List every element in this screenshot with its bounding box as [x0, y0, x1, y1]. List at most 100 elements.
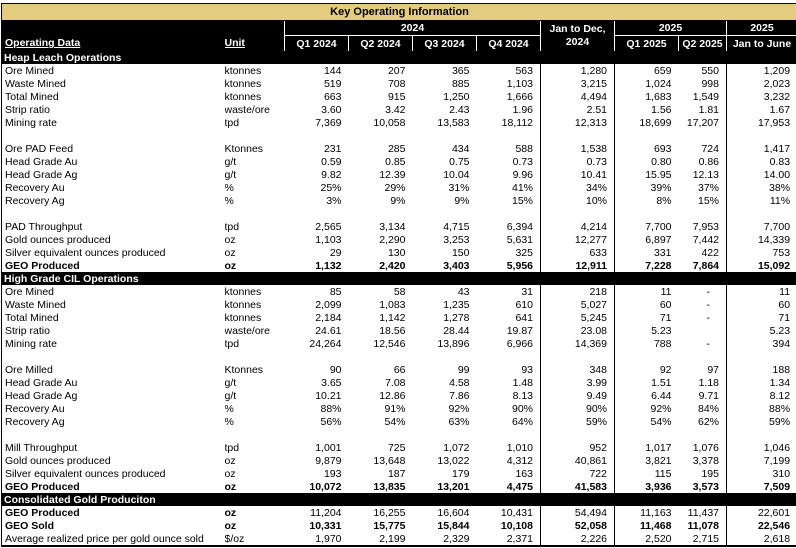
- row-unit: oz: [224, 519, 237, 532]
- value-cell: 9%: [454, 194, 470, 207]
- value-cell: 1,142: [379, 311, 406, 324]
- value-cell: 12,911: [540, 259, 615, 272]
- value-cell: 188: [725, 363, 796, 376]
- value-cell: 952: [540, 441, 615, 454]
- value-cell: 1,103: [315, 233, 342, 246]
- table-row: Recovery Ag% 3% 9% 9% 15% 10% 8% 15% 11%: [2, 194, 796, 207]
- row-unit: tpd: [224, 220, 240, 233]
- row-unit: oz: [224, 246, 236, 259]
- table-row: Silver equivalent ounces produced oz 29 130…: [2, 246, 796, 259]
- section-title: Consolidated Gold Produciton: [1, 493, 796, 506]
- value-cell: 56%: [320, 415, 342, 428]
- value-cell: 84%: [697, 402, 719, 415]
- value-cell: 12.13: [692, 168, 719, 181]
- header-q2-2024: Q2 2024: [348, 35, 413, 51]
- value-cell: 550: [701, 64, 719, 77]
- value-cell: 38%: [725, 181, 796, 194]
- section-title: Heap Leach Operations: [1, 51, 796, 64]
- value-cell: 12.86: [379, 389, 406, 402]
- value-cell: 9.82: [321, 168, 342, 181]
- row-unit: Ktonnes: [224, 142, 264, 155]
- row-unit: waste/ore: [224, 324, 271, 337]
- value-cell: 708: [387, 77, 406, 90]
- value-cell: 23.08: [540, 324, 615, 337]
- value-cell: 12,277: [540, 233, 615, 246]
- value-cell: 15%: [697, 194, 719, 207]
- value-cell: 5,027: [540, 298, 615, 311]
- value-cell: 3,134: [379, 220, 406, 233]
- value-cell: 15.95: [614, 168, 679, 181]
- row-label: Waste Mined: [5, 298, 66, 311]
- table-row: Head Grade Au g/t 0.59 0.85 0.75 0.73 0.73 0.80…: [2, 155, 796, 168]
- value-cell: 15,775: [373, 519, 406, 532]
- value-cell: 285: [387, 142, 406, 155]
- row-unit: ktonnes: [224, 285, 262, 298]
- value-cell: 4,312: [506, 454, 533, 467]
- value-cell: 1.96: [512, 103, 533, 116]
- value-cell: 1.34: [725, 376, 796, 389]
- value-cell: 29%: [384, 181, 406, 194]
- value-cell: 788: [614, 337, 679, 350]
- table-row: Gold ounces produced oz 1,103 2,290 3,253 5,6…: [2, 233, 796, 246]
- cell: [2, 207, 225, 220]
- value-cell: 31%: [448, 181, 470, 194]
- value-cell: 3,378: [692, 454, 719, 467]
- value-cell: 18.56: [379, 324, 406, 337]
- row-label: Head Grade Au: [5, 376, 78, 389]
- table-row: Waste Mined ktonnes 2,099 1,083 1,235 610 5,02…: [2, 298, 796, 311]
- value-cell: 10%: [540, 194, 615, 207]
- value-cell: 6,394: [506, 220, 533, 233]
- value-cell: 13,835: [373, 480, 406, 493]
- value-cell: 39%: [614, 181, 679, 194]
- value-cell: [679, 324, 727, 337]
- cell: [614, 207, 679, 220]
- value-cell: 1,010: [506, 441, 533, 454]
- value-cell: 8.13: [512, 389, 533, 402]
- row-label: GEO Produced: [5, 480, 80, 493]
- cell: [725, 350, 796, 363]
- cell: [679, 350, 727, 363]
- row-label: GEO Produced: [5, 506, 80, 519]
- row-label: Recovery Au: [5, 402, 65, 415]
- value-cell: 54,494: [540, 506, 615, 519]
- row-label: Silver equivalent ounces produced: [5, 246, 166, 259]
- value-cell: 193: [323, 467, 342, 480]
- value-cell: 563: [515, 64, 533, 77]
- value-cell: 16,604: [437, 506, 470, 519]
- value-cell: 3.42: [385, 103, 406, 116]
- value-cell: 9,879: [315, 454, 342, 467]
- row-label: Recovery Au: [5, 181, 65, 194]
- cell: [2, 428, 225, 441]
- value-cell: 10,108: [500, 519, 533, 532]
- value-cell: 11%: [725, 194, 796, 207]
- value-cell: 14,369: [540, 337, 615, 350]
- value-cell: 641: [515, 311, 533, 324]
- row-unit: g/t: [224, 168, 237, 181]
- value-cell: 1,250: [443, 90, 470, 103]
- cell: [725, 207, 796, 220]
- table-row: Ore PAD Feed Ktonnes 231 285 434 588 1,538 693 7…: [2, 142, 796, 155]
- header-q4-2024: Q4 2024: [476, 35, 541, 51]
- value-cell: 2,520: [614, 532, 679, 546]
- row-unit: tpd: [224, 441, 240, 454]
- value-cell: 7,199: [725, 454, 796, 467]
- value-cell: 64%: [511, 415, 533, 428]
- value-cell: 52,058: [540, 519, 615, 532]
- value-cell: 724: [701, 142, 719, 155]
- value-cell: 7,700: [614, 220, 679, 233]
- cell: [225, 129, 285, 142]
- value-cell: 1,549: [692, 90, 719, 103]
- table-row: Head Grade Au g/t 3.65 7.08 4.58 1.48 3.99 1.51…: [2, 376, 796, 389]
- value-cell: 6.44: [614, 389, 679, 402]
- value-cell: -: [706, 311, 711, 324]
- value-cell: 40,861: [540, 454, 615, 467]
- value-cell: 71: [725, 311, 796, 324]
- spacer-row: [2, 207, 796, 220]
- value-cell: 25%: [320, 181, 342, 194]
- value-cell: 9.96: [512, 168, 533, 181]
- value-cell: 97: [707, 363, 719, 376]
- row-label: Gold ounces produced: [5, 454, 111, 467]
- value-cell: 15,844: [437, 519, 470, 532]
- row-unit: %: [224, 194, 234, 207]
